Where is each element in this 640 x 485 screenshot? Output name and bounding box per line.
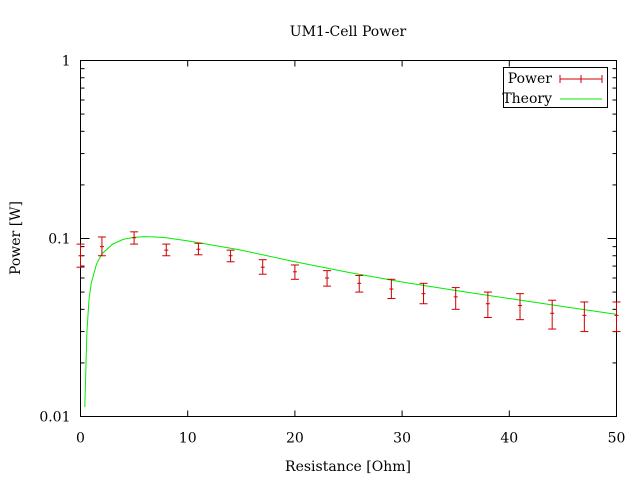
power-point xyxy=(323,270,332,287)
power-point xyxy=(516,293,525,321)
power-point xyxy=(451,287,460,310)
chart-title: UM1-Cell Power xyxy=(290,24,407,40)
power-point xyxy=(162,243,171,257)
power-point xyxy=(194,242,203,256)
y-axis: 0.01 0.1 1 xyxy=(39,54,617,426)
legend-label-power: Power xyxy=(508,71,553,87)
x-axis-label: Resistance [Ohm] xyxy=(285,459,411,475)
theory-line xyxy=(84,236,617,408)
x-tick-label: 30 xyxy=(393,431,411,447)
power-point xyxy=(130,231,139,245)
x-axis: 0 10 20 30 40 50 xyxy=(76,60,626,447)
x-tick-label: 10 xyxy=(179,431,197,447)
legend-key-power xyxy=(559,75,603,83)
y-tick-label: 0.01 xyxy=(39,410,70,426)
power-point xyxy=(580,301,589,333)
power-point xyxy=(76,243,85,268)
power-point xyxy=(258,259,267,275)
power-point xyxy=(290,264,299,280)
y-tick-label: 0.1 xyxy=(48,232,70,248)
plot-frame xyxy=(80,60,617,417)
power-point xyxy=(548,299,557,330)
power-point xyxy=(387,278,396,300)
power-point xyxy=(612,301,621,333)
legend-label-theory: Theory xyxy=(502,91,552,107)
x-tick-label: 0 xyxy=(76,431,85,447)
legend: Power Theory xyxy=(502,67,608,108)
power-point xyxy=(419,282,428,305)
power-series xyxy=(76,231,621,333)
power-point xyxy=(226,249,235,263)
legend-box xyxy=(503,67,608,108)
x-tick-label: 50 xyxy=(608,431,626,447)
power-point xyxy=(355,274,364,293)
x-tick-label: 20 xyxy=(286,431,304,447)
power-point xyxy=(483,291,492,318)
y-axis-label: Power [W] xyxy=(8,201,24,275)
x-tick-label: 40 xyxy=(500,431,518,447)
y-tick-label: 1 xyxy=(62,54,71,70)
power-point xyxy=(97,236,106,257)
theory-series xyxy=(84,236,617,408)
